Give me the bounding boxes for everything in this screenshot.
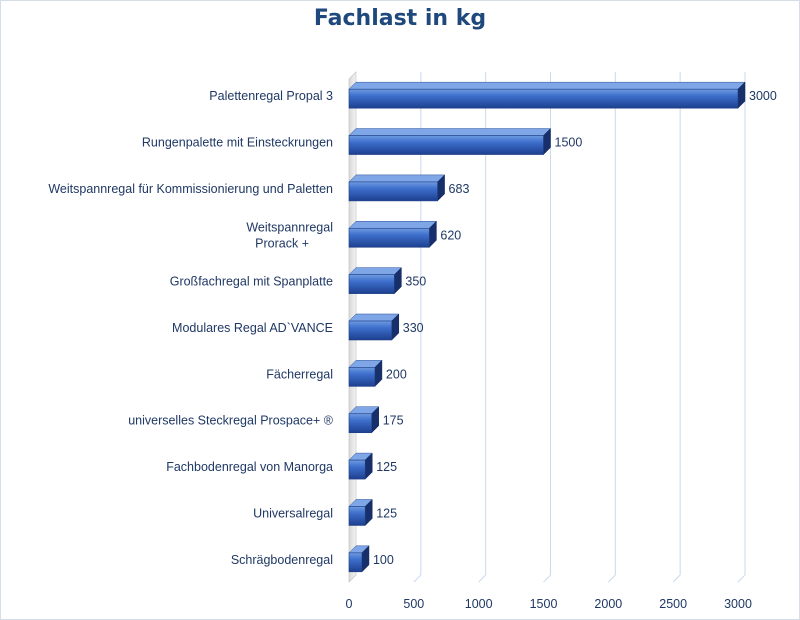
category-label: Weitspannregal für Kommissionierung und …: [48, 182, 333, 196]
bar: [348, 174, 446, 202]
gridline-depth: [607, 574, 616, 583]
bar: [348, 406, 380, 434]
x-tick-label: 0: [346, 597, 353, 611]
bar: [348, 81, 746, 109]
chart-title: Fachlast in kg: [313, 6, 487, 31]
data-label: 200: [386, 367, 407, 381]
category-label: Rungenpalette mit Einsteckrungen: [142, 136, 333, 150]
category-label: Modulares Regal AD`VANCE: [172, 321, 333, 335]
bar: [348, 313, 400, 341]
data-label: 3000: [749, 89, 777, 103]
bar: [348, 359, 383, 387]
data-label: 100: [373, 553, 394, 567]
bar: [348, 545, 370, 573]
gridline-depth: [672, 574, 681, 583]
category-label: Universalregal: [253, 506, 333, 520]
category-label: Palettenregal Propal 3: [209, 89, 333, 103]
gridline-depth: [737, 574, 746, 583]
x-tick-label: 2500: [659, 597, 687, 611]
x-tick-label: 2000: [594, 597, 622, 611]
gridline-depth: [478, 574, 487, 583]
x-tick-label: 3000: [724, 597, 752, 611]
data-label: 125: [376, 506, 397, 520]
x-tick-label: 1500: [530, 597, 558, 611]
data-label: 620: [440, 228, 461, 242]
bar: [348, 498, 373, 527]
data-label: 350: [405, 275, 426, 289]
data-label: 175: [383, 414, 404, 428]
x-tick-label: 500: [403, 597, 424, 611]
category-label: universelles Steckregal Prospace+ ®: [128, 414, 334, 428]
category-label: Schrägbodenregal: [231, 553, 333, 567]
data-label: 330: [403, 321, 424, 335]
bar: [348, 267, 402, 295]
gridline-depth: [413, 574, 422, 583]
data-label: 1500: [555, 136, 583, 150]
category-label: Großfachregal mit Spanplatte: [170, 275, 333, 289]
category-label: Fachbodenregal von Manorga: [166, 460, 333, 474]
data-label: 683: [449, 182, 470, 196]
x-tick-label: 1000: [465, 597, 493, 611]
data-label: 125: [376, 460, 397, 474]
bar: [348, 452, 373, 480]
gridline-depth: [543, 574, 551, 583]
bar: [348, 220, 437, 248]
category-label: Weitspannregal Prorack +: [246, 220, 333, 250]
bar: [348, 127, 552, 156]
category-label: Fächerregal: [266, 367, 333, 381]
